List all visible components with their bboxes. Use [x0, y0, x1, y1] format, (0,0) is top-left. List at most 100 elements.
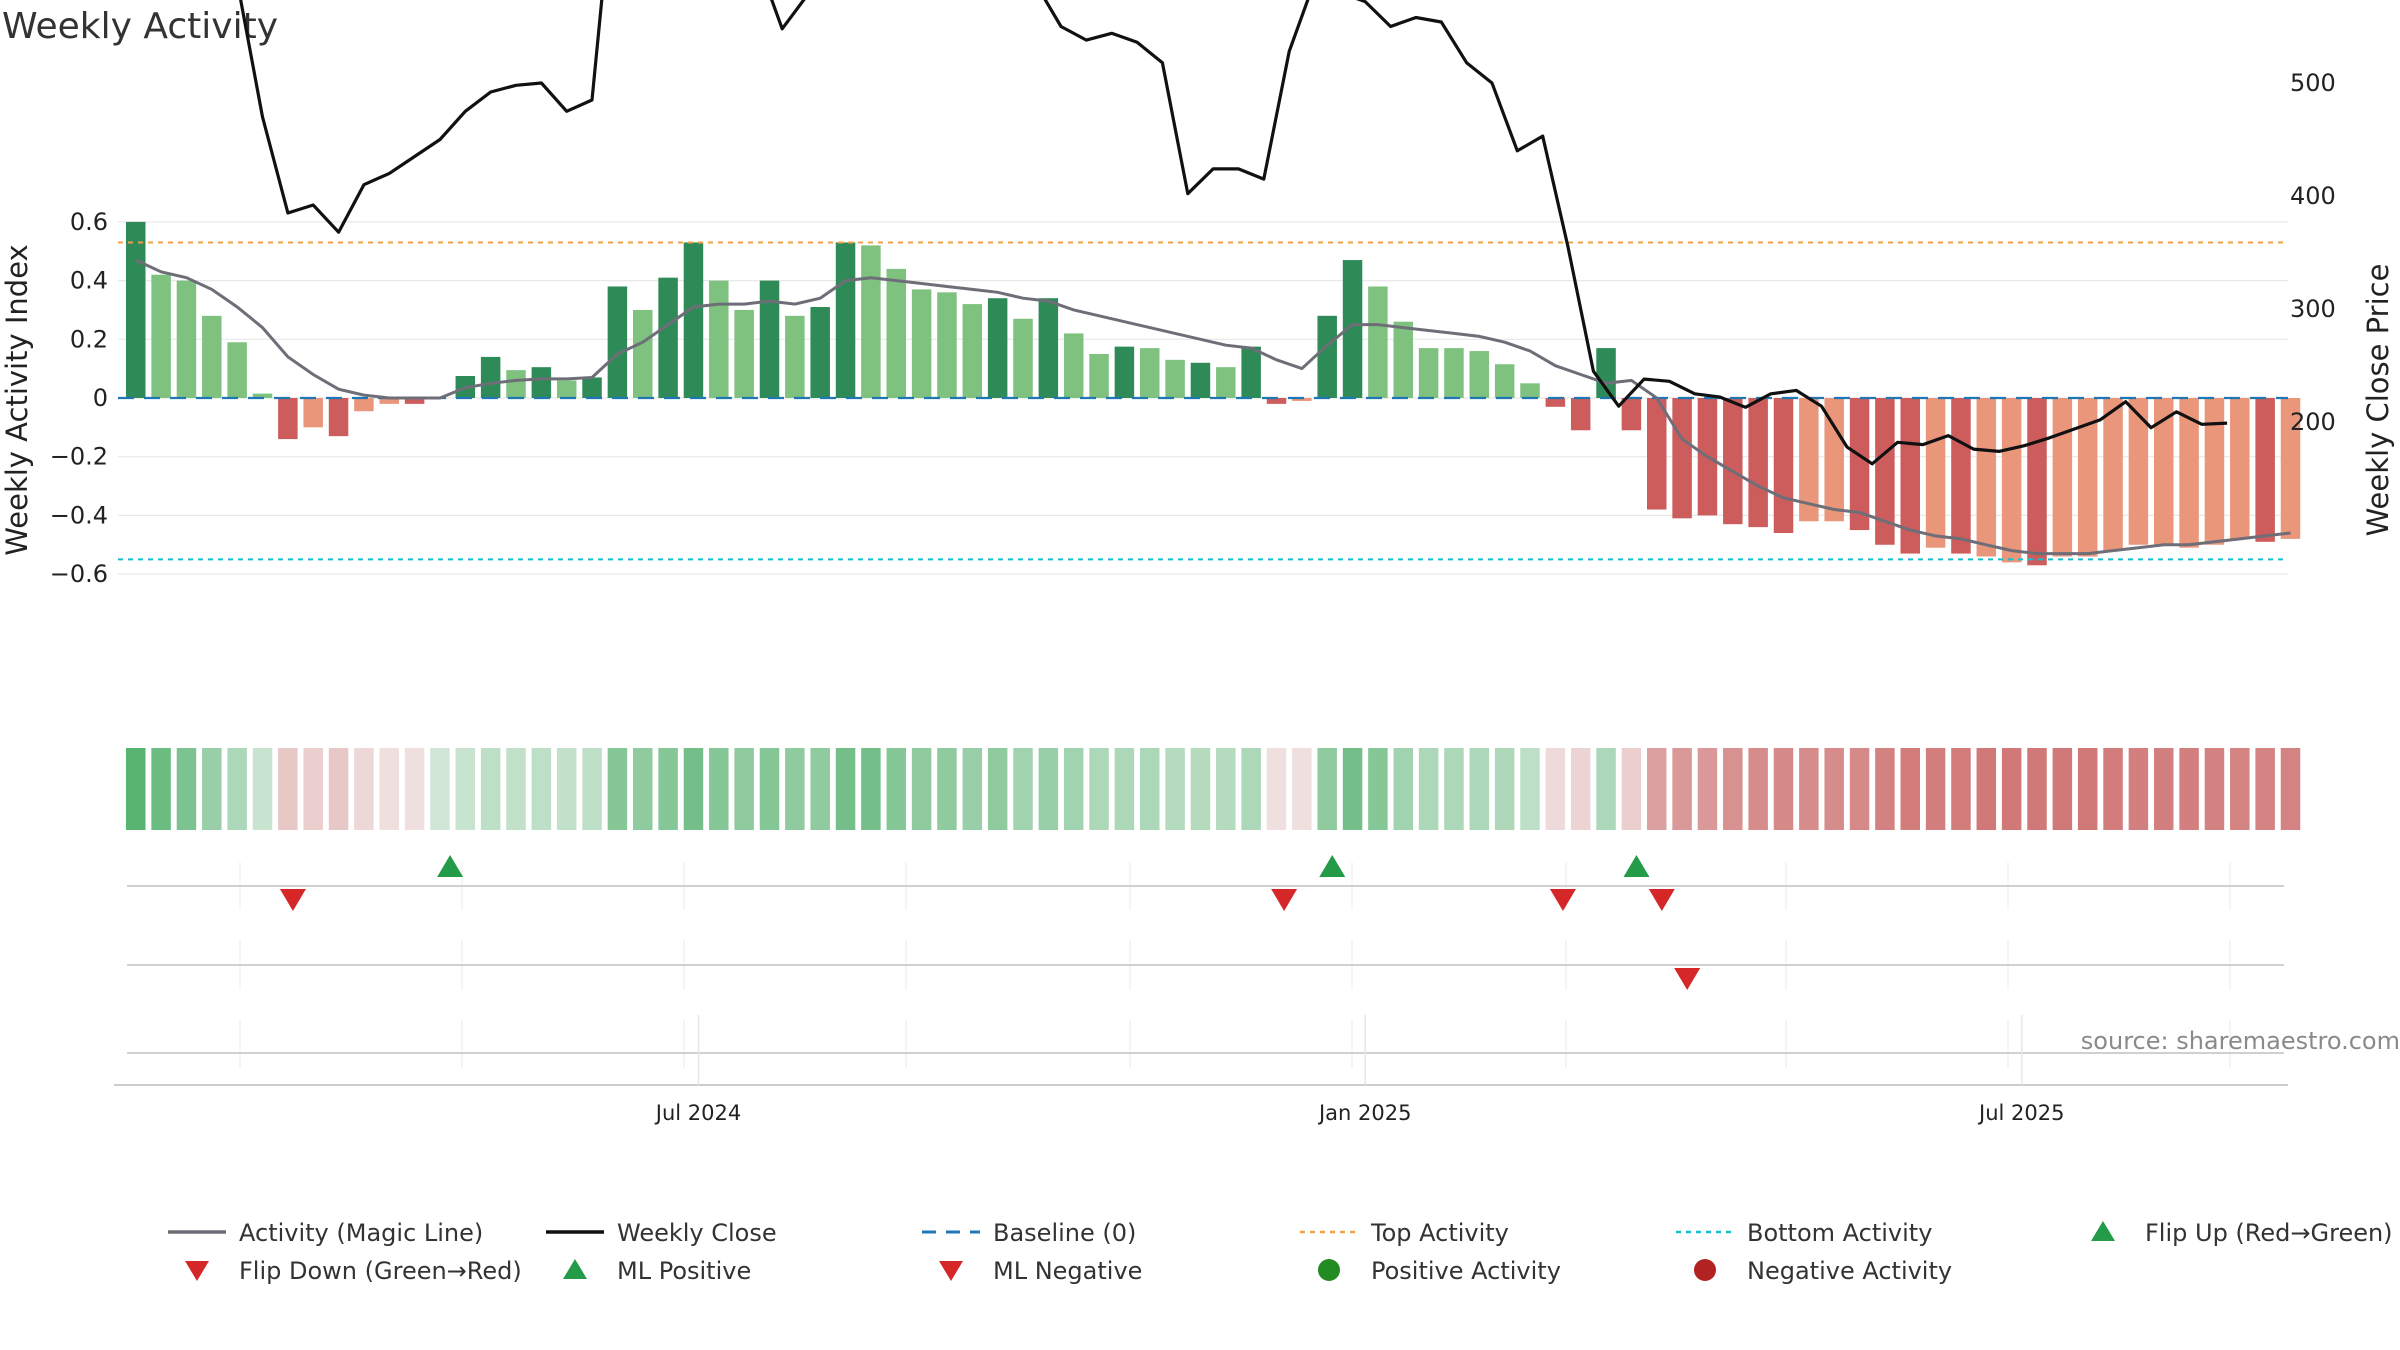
- heat-cell: [1216, 748, 1236, 830]
- ml-negative-marker: [1674, 968, 1701, 990]
- heat-cell: [607, 748, 628, 830]
- heat-cell: [1368, 748, 1388, 830]
- heat-cell: [2230, 748, 2250, 830]
- legend-circle: [1694, 1259, 1716, 1281]
- heat-cell: [1469, 748, 1490, 830]
- heat-cell: [1089, 748, 1109, 830]
- activity-bar: [252, 393, 273, 398]
- right-tick-label: 300: [2290, 295, 2336, 323]
- signal-rows: [127, 855, 2284, 1068]
- activity-bar: [633, 309, 653, 398]
- heat-cell: [1013, 748, 1033, 830]
- heat-cell: [1621, 748, 1642, 830]
- heat-cell: [1697, 748, 1718, 830]
- heat-cell: [1672, 748, 1692, 830]
- activity-bar: [2052, 398, 2073, 557]
- right-tick-label: 200: [2290, 408, 2336, 436]
- heat-cell: [379, 748, 399, 830]
- legend-label: ML Negative: [993, 1257, 1142, 1285]
- activity-bar: [709, 280, 729, 398]
- activity-bar: [303, 398, 323, 428]
- reference-lines: [118, 241, 2288, 561]
- heat-cell: [506, 748, 526, 830]
- activity-bar: [1292, 398, 1312, 401]
- heat-cell: [202, 748, 222, 830]
- heat-cell: [455, 748, 476, 830]
- heat-cell: [404, 748, 425, 830]
- heat-cell: [633, 748, 653, 830]
- activity-heat-strip: [126, 748, 2301, 830]
- activity-bar: [1951, 398, 1971, 554]
- activity-bar: [886, 268, 906, 398]
- activity-bar: [1672, 398, 1692, 519]
- heat-cell: [151, 748, 171, 830]
- activity-bar: [1393, 321, 1413, 398]
- chart-title: Weekly Activity: [2, 6, 278, 47]
- flip-down-marker: [1648, 889, 1675, 911]
- activity-bar: [1190, 362, 1211, 398]
- heat-cell: [1140, 748, 1160, 830]
- heat-cell: [835, 748, 856, 830]
- activity-bar: [480, 356, 501, 398]
- heat-cell: [658, 748, 678, 830]
- heat-cell: [1799, 748, 1819, 830]
- activity-bar: [404, 398, 425, 404]
- magic-line-series: [135, 258, 2291, 556]
- heat-cell: [2103, 748, 2123, 830]
- right-tick-label: 500: [2290, 69, 2336, 97]
- heat-cell: [126, 748, 146, 830]
- heat-cell: [303, 748, 323, 830]
- heat-cell: [886, 748, 906, 830]
- activity-bar: [1545, 398, 1566, 407]
- activity-bar: [785, 315, 805, 398]
- heat-cell: [2001, 748, 2022, 830]
- activity-bar: [658, 277, 678, 398]
- activity-bar: [176, 280, 197, 398]
- heat-cell: [582, 748, 602, 830]
- legend-label: Positive Activity: [1371, 1257, 1561, 1285]
- heat-cell: [1342, 748, 1363, 830]
- activity-bar: [354, 398, 374, 412]
- activity-bar: [1418, 348, 1439, 398]
- heat-cell: [531, 748, 552, 830]
- flip-up-marker: [1623, 855, 1650, 877]
- flip-down-marker: [1271, 889, 1298, 911]
- activity-bar: [962, 304, 983, 398]
- heat-cell: [2077, 748, 2098, 830]
- heat-cell: [734, 748, 754, 830]
- legend-triangle-up: [2091, 1221, 2115, 1241]
- activity-bar: [1216, 367, 1236, 398]
- heat-cell: [1545, 748, 1566, 830]
- heat-cell: [709, 748, 729, 830]
- activity-bar: [582, 377, 602, 398]
- activity-bar: [506, 370, 526, 398]
- heat-cell: [785, 748, 805, 830]
- heat-cell: [1748, 748, 1768, 830]
- heat-cell: [556, 748, 577, 830]
- heat-cell: [1241, 748, 1261, 830]
- heat-cell: [1393, 748, 1413, 830]
- left-tick-label: 0.6: [70, 208, 108, 236]
- activity-bar: [987, 298, 1008, 398]
- activity-bar: [1266, 398, 1287, 404]
- legend: Activity (Magic Line) Weekly Close Baselin…: [168, 1219, 2393, 1285]
- activity-bar: [2128, 398, 2149, 545]
- flip-down-marker: [279, 889, 306, 911]
- activity-bar: [379, 398, 399, 404]
- heat-cell: [278, 748, 298, 830]
- x-tick-label: Jan 2025: [1317, 1101, 1412, 1125]
- date-axis: Jul 2024 Jan 2025 Jul 2025: [114, 1015, 2288, 1125]
- heat-cell: [2255, 748, 2275, 830]
- activity-bar: [759, 280, 780, 398]
- heat-cell: [683, 748, 704, 830]
- flip-up-marker: [437, 855, 464, 877]
- source-credit: source: sharemaestro.com: [2081, 1027, 2400, 1055]
- legend-label: Baseline (0): [993, 1219, 1136, 1247]
- activity-bar: [835, 242, 856, 398]
- heat-cell: [2154, 748, 2174, 830]
- activity-bar: [1596, 348, 1616, 398]
- activity-bar: [2001, 398, 2022, 563]
- heat-cell: [1165, 748, 1185, 830]
- activity-bar: [1570, 398, 1591, 431]
- heat-cell: [911, 748, 932, 830]
